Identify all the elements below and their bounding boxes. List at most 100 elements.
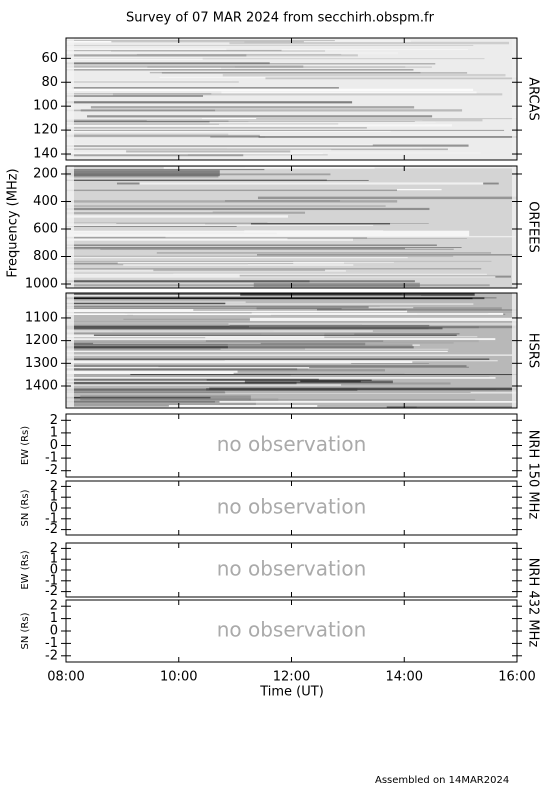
spectrogram-streak bbox=[66, 268, 482, 270]
spectrogram-streak bbox=[66, 95, 204, 97]
spectrogram-streak bbox=[67, 293, 402, 295]
spectrogram-streak bbox=[66, 379, 372, 381]
spectrogram-streak bbox=[66, 378, 319, 381]
spectrogram-streak bbox=[132, 314, 272, 316]
x-tick-label: 12:00 bbox=[273, 670, 310, 685]
spectrogram-streak bbox=[66, 398, 279, 401]
spectrogram-streak bbox=[116, 223, 429, 224]
spectrogram-streak bbox=[66, 324, 362, 326]
spectrogram-streak bbox=[219, 401, 517, 403]
spectrogram-streak bbox=[165, 235, 516, 238]
spectrogram-streak bbox=[66, 373, 405, 374]
spectrogram-streak bbox=[234, 66, 406, 68]
spectrogram-streak bbox=[66, 346, 414, 349]
spectrogram-streak bbox=[221, 91, 477, 94]
spectrogram-streak bbox=[265, 77, 517, 80]
spectrogram-streak bbox=[66, 67, 222, 70]
spectrogram-streak bbox=[66, 41, 245, 43]
y-tick-label: 800 bbox=[33, 249, 58, 264]
spectrogram-streak bbox=[66, 124, 452, 127]
spectrogram-streak bbox=[66, 148, 448, 151]
spectrogram-streak bbox=[66, 325, 250, 328]
spectrogram-streak bbox=[66, 280, 310, 283]
spectrogram-streak bbox=[66, 153, 244, 157]
spectrogram-streak bbox=[229, 41, 510, 45]
y-tick-label: -1 bbox=[45, 636, 58, 651]
spectrogram-streak bbox=[66, 350, 448, 353]
y-tick-label: -2 bbox=[45, 463, 58, 478]
y-tick-label: -2 bbox=[45, 522, 58, 537]
footer: Assembled on 14MAR2024 bbox=[375, 775, 509, 786]
spectrogram-edge bbox=[512, 38, 517, 160]
spectrogram-streak bbox=[66, 344, 413, 347]
spectrogram-streak bbox=[93, 342, 261, 345]
spectrogram-streak bbox=[66, 40, 335, 42]
spectrogram-streak bbox=[66, 306, 414, 309]
spectrogram-streak bbox=[66, 129, 505, 131]
spectrogram-streak bbox=[66, 348, 305, 350]
spectrogram-streak bbox=[66, 360, 352, 364]
spectrogram-streak bbox=[111, 49, 326, 52]
y-tick-label: 2 bbox=[50, 599, 58, 614]
spectrogram-streak bbox=[66, 302, 226, 305]
x-axis-label: Time (UT) bbox=[259, 685, 324, 700]
y-tick-label: 1400 bbox=[25, 378, 58, 393]
spectrogram-streak bbox=[66, 346, 228, 349]
spectrogram-streak bbox=[66, 376, 490, 378]
spectrogram-streak bbox=[244, 230, 384, 233]
no-observation: no observation bbox=[217, 432, 367, 456]
spectrogram-texture bbox=[66, 293, 517, 408]
spectrogram-streak bbox=[201, 117, 517, 120]
spectrogram-streak bbox=[66, 260, 492, 262]
spectrogram-streak bbox=[93, 334, 457, 336]
y-tick-label: 0 bbox=[50, 501, 58, 516]
spectrogram-streak bbox=[66, 173, 331, 176]
spectrogram-streak bbox=[66, 311, 252, 314]
spectrogram-streak bbox=[66, 224, 374, 226]
spectrogram-streak bbox=[66, 381, 297, 385]
spectrogram-streak bbox=[66, 297, 473, 300]
spectrogram-edge bbox=[512, 293, 517, 408]
spectrogram-streak bbox=[72, 342, 366, 346]
spectrogram-streak bbox=[66, 222, 268, 224]
spectrogram-streak bbox=[66, 320, 516, 322]
spectrogram-streak bbox=[209, 387, 517, 390]
spectrogram-streak bbox=[210, 136, 517, 138]
spectrogram-streak bbox=[66, 49, 282, 52]
spectrogram-edge bbox=[66, 166, 74, 288]
spectrogram-streak bbox=[66, 333, 460, 335]
spectrogram-streak bbox=[66, 88, 474, 91]
spectrogram-streak bbox=[66, 348, 221, 350]
spectrogram-streak bbox=[111, 41, 304, 43]
spectrogram-streak bbox=[66, 303, 474, 305]
y-tick-label: 1 bbox=[50, 490, 58, 505]
spectrogram-streak bbox=[66, 301, 246, 303]
spectrogram-streak bbox=[66, 223, 206, 225]
side-label: ARCAS bbox=[526, 77, 541, 121]
spectrogram-streak bbox=[66, 400, 215, 403]
y-tick-label: 2 bbox=[50, 479, 58, 494]
y-tick-label: 0 bbox=[50, 563, 58, 578]
y-tick-label: 60 bbox=[41, 51, 58, 66]
spectrogram-streak bbox=[130, 374, 517, 376]
spectrogram-streak bbox=[66, 338, 496, 341]
spectrogram-streak bbox=[158, 366, 469, 368]
spectrogram-streak bbox=[66, 144, 373, 146]
no-observation: no observation bbox=[217, 557, 367, 581]
spectrogram-streak bbox=[66, 207, 430, 211]
spectrogram-streak bbox=[66, 93, 212, 95]
spectrogram-texture bbox=[66, 166, 517, 288]
spectrogram-streak bbox=[66, 54, 247, 57]
spectrogram-streak bbox=[156, 252, 492, 254]
spectrogram-streak bbox=[66, 189, 398, 192]
spectrogram-streak bbox=[225, 392, 517, 394]
spectrogram-streak bbox=[66, 396, 211, 399]
spectrogram-streak bbox=[66, 69, 414, 71]
spectrogram-streak bbox=[66, 310, 408, 313]
spectrogram-streak bbox=[222, 73, 506, 77]
spectrogram-streak bbox=[66, 58, 485, 60]
spectrogram-streak bbox=[66, 369, 385, 372]
spectrogram-streak bbox=[66, 382, 451, 385]
spectrogram-streak bbox=[245, 167, 517, 169]
